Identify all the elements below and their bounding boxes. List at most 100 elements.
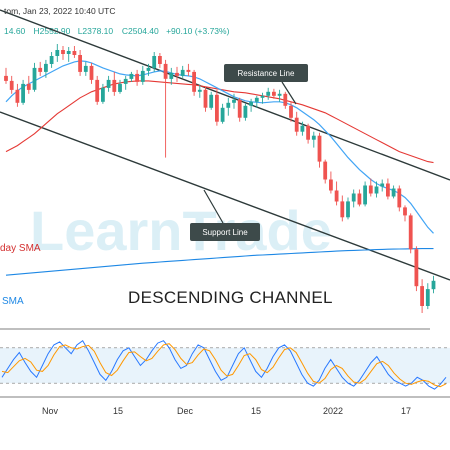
x-tick-label: Nov — [42, 406, 59, 416]
candle-body — [351, 193, 356, 202]
candle-body — [403, 207, 407, 216]
candle-body — [140, 70, 145, 82]
candle-body — [83, 65, 88, 72]
candle-body — [368, 185, 373, 194]
candle-body — [180, 69, 185, 76]
candle-body — [226, 102, 231, 108]
candle-body — [283, 93, 288, 106]
candle-body — [220, 107, 225, 122]
candle-body — [277, 93, 282, 96]
sma-medium-line — [5, 60, 434, 234]
ohlc-value: +90.10 (+3.73%) — [166, 26, 229, 36]
x-tick-label: 15 — [113, 406, 123, 416]
stoch-k-line — [1, 339, 447, 390]
support-pointer — [203, 189, 224, 224]
candle-body — [237, 99, 242, 118]
candle-body — [414, 249, 419, 287]
candle-body — [317, 135, 322, 162]
candle-body — [254, 97, 259, 102]
candle-body — [101, 87, 105, 102]
resistance-pointer — [281, 81, 297, 105]
candle-body — [26, 83, 31, 90]
ohlc-row: 14.60 H2552.90 L2378.10 C2504.40 +90.10 (+3.… — [4, 26, 230, 36]
candle-body — [118, 83, 122, 92]
resistance-line — [0, 9, 450, 181]
candle-body — [152, 56, 157, 68]
sma-long-label: SMA — [2, 296, 24, 307]
candle-body — [329, 179, 333, 191]
candle-body — [266, 91, 271, 96]
support-label: Support Line — [202, 228, 248, 237]
resistance-label: Resistance Line — [238, 69, 295, 78]
candle-body — [294, 117, 299, 132]
candle-body — [397, 188, 402, 208]
candle-body — [420, 286, 424, 306]
candle-body — [289, 105, 293, 118]
candle-body — [323, 161, 328, 180]
candle-body — [203, 89, 208, 108]
candle-body — [340, 201, 345, 218]
candle-body — [306, 125, 310, 140]
candle-body — [78, 55, 82, 72]
candle-body — [135, 73, 139, 82]
candle-body — [425, 289, 430, 306]
candle-body — [175, 72, 179, 76]
candle-body — [44, 63, 48, 72]
resistance-label-box — [224, 64, 308, 82]
stoch-d-line — [1, 343, 447, 388]
candle-body — [15, 89, 20, 103]
candle-body — [158, 56, 162, 64]
candle-body — [4, 75, 8, 81]
ohlc-value: H2552.90 — [34, 26, 71, 36]
channel-label: DESCENDING CHANNEL — [128, 288, 333, 307]
candle-body — [95, 79, 100, 102]
candle-body — [112, 79, 117, 92]
candle-body — [197, 89, 202, 92]
candle-body — [129, 73, 134, 79]
candle-body — [49, 56, 54, 64]
candle-body — [300, 125, 305, 132]
candle-body — [186, 69, 191, 72]
candle-body — [272, 91, 276, 96]
candle-body — [66, 51, 71, 54]
candle-body — [169, 72, 174, 79]
chart-title: tom, Jan 23, 2022 10:40 UTC — [4, 6, 116, 16]
candle-body — [374, 186, 379, 194]
candle-body — [106, 79, 111, 88]
candle-body — [9, 80, 14, 90]
candle-body — [55, 50, 60, 56]
candle-body — [357, 193, 362, 205]
candle-body — [123, 78, 128, 84]
candle-body — [89, 65, 94, 80]
x-tick-label: 2022 — [323, 406, 343, 416]
candle-body — [408, 215, 413, 250]
ohlc-value: C2504.40 — [122, 26, 159, 36]
x-tick-label: 15 — [251, 406, 261, 416]
candle-body — [61, 50, 65, 54]
candle-body — [243, 105, 248, 118]
candle-body — [215, 94, 219, 122]
candle-body — [192, 71, 196, 92]
sma-layer — [5, 60, 434, 276]
candle-body — [232, 99, 236, 103]
candle-body — [209, 94, 214, 108]
ohlc-value: 14.60 — [4, 26, 26, 36]
candle-body — [72, 51, 77, 55]
x-axis: Nov 15 Dec 15 2022 17 — [42, 406, 411, 416]
candle-body — [431, 280, 436, 290]
stoch-layer — [1, 339, 447, 390]
candle-body — [346, 201, 350, 218]
support-label-box — [190, 223, 260, 241]
candle-body — [334, 190, 339, 202]
candle-body — [38, 67, 43, 72]
sma-short-label: day SMA — [0, 243, 41, 254]
support-line — [0, 111, 450, 281]
candle-layer — [4, 44, 436, 313]
ohlc-value: L2378.10 — [78, 26, 114, 36]
candle-body — [311, 135, 316, 140]
candle-body — [21, 83, 25, 103]
candle-body — [32, 67, 37, 90]
candle-body — [380, 183, 385, 187]
candle-body — [249, 101, 253, 106]
